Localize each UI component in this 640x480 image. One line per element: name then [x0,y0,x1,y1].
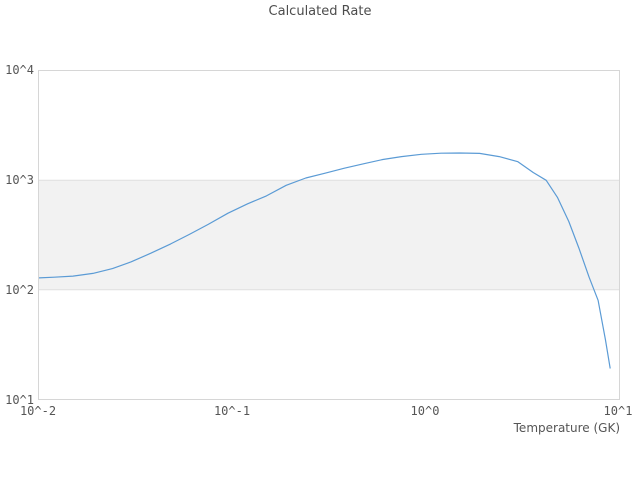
chart-title: Calculated Rate [268,4,372,19]
x-axis-label: Temperature (GK) [513,421,620,435]
y-tick-label-1e2: 10^2 [5,283,34,297]
y-tick-label-1e1: 10^1 [5,393,34,407]
highlight-band [39,180,619,290]
x-tick-label-1e-1: 10^-1 [213,404,251,418]
y-tick-label-1e4: 10^4 [5,63,34,77]
x-tick-label-1e0: 10^0 [410,404,440,418]
plot-svg [39,152,619,369]
y-tick-label-1e3: 10^3 [5,173,34,187]
x-tick-label-1e1: 10^1 [603,404,633,418]
plot-area [38,70,620,400]
rate-curve [39,152,611,369]
x-tick-label-1e-2: 10^-2 [19,404,57,418]
